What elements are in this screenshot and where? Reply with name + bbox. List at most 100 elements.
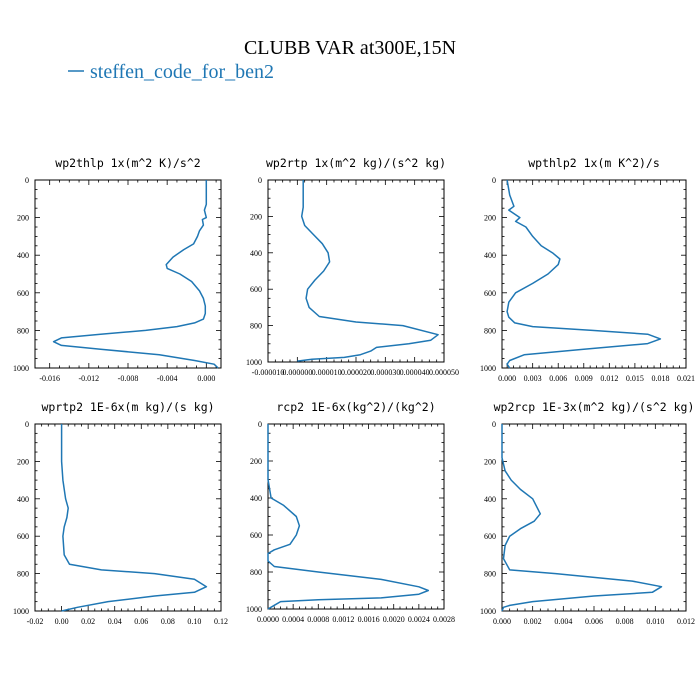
x-tick-label: 0.06 — [134, 617, 148, 626]
y-tick-label: 400 — [250, 494, 262, 503]
x-tick-label: 0.000000 — [282, 368, 312, 377]
x-tick-label: -0.004 — [157, 374, 178, 383]
plot-frame — [34, 179, 222, 369]
x-tick-label: 0.000020 — [341, 368, 371, 377]
y-tick-label: 600 — [17, 532, 29, 541]
panel-title: rcp2 1E-6x(kg^2)/(kg^2) — [276, 400, 435, 414]
x-tick-label: 0.0024 — [408, 615, 430, 624]
y-tick-label: 400 — [484, 495, 496, 504]
x-tick-label: 0.04 — [108, 617, 122, 626]
x-tick-label: 0.000030 — [370, 368, 400, 377]
x-tick-label: 0.018 — [651, 374, 669, 383]
x-tick-label: 0.0000 — [257, 615, 279, 624]
y-tick-label: 1000 — [480, 607, 496, 616]
panel-title: wprtp2 1E-6x(m kg)/(s kg) — [41, 400, 214, 414]
x-tick-label: 0.015 — [626, 374, 644, 383]
y-tick-label: 200 — [250, 212, 262, 221]
panel-title: wp2thlp 1x(m^2 K)/s^2 — [55, 156, 200, 170]
panel-1: wp2thlp 1x(m^2 K)/s^2 0 200 400 600 800 1000 -0… — [13, 156, 222, 383]
x-tick-label: 0.008 — [616, 617, 634, 626]
y-tick-label: 800 — [250, 322, 262, 331]
plot-frame — [34, 423, 222, 612]
x-tick-label: 0.003 — [524, 374, 542, 383]
y-tick-label: 1000 — [480, 364, 496, 373]
panels: wp2thlp 1x(m^2 K)/s^202004006008001000-0… — [13, 156, 695, 626]
x-tick-label: 0.0008 — [307, 615, 329, 624]
y-tick-label: 0 — [258, 420, 262, 429]
x-tick-label: 0.012 — [677, 617, 695, 626]
panel-title: wp2rcp 1E-3x(m^2 kg)/(s^2 kg) — [494, 400, 695, 414]
x-tick-label: 0.000050 — [429, 368, 459, 377]
y-tick-label: 200 — [484, 457, 496, 466]
y-tick-label: 600 — [484, 289, 496, 298]
x-tick-label: 0.0004 — [282, 615, 304, 624]
x-tick-label: -0.02 — [27, 617, 44, 626]
x-tick-label: 0.012 — [600, 374, 618, 383]
series-line — [52, 180, 219, 369]
legend: steffen_code_for_ben2 — [68, 61, 274, 83]
x-tick-label: 0.010 — [646, 617, 664, 626]
y-tick-label: 200 — [17, 214, 29, 223]
x-tick-label: -0.016 — [39, 374, 60, 383]
plot-frame — [267, 423, 445, 610]
y-tick-label: 1000 — [13, 364, 29, 373]
y-tick-label: 800 — [17, 326, 29, 335]
x-tick-label: 0.009 — [575, 374, 593, 383]
y-tick-label: 0 — [492, 176, 496, 185]
y-tick-label: 800 — [484, 570, 496, 579]
y-tick-label: 400 — [250, 249, 262, 258]
y-tick-label: 600 — [250, 531, 262, 540]
x-tick-label: 0.000040 — [400, 368, 430, 377]
x-tick-label: 0.004 — [554, 617, 572, 626]
y-tick-label: 400 — [17, 251, 29, 260]
x-tick-label: -0.008 — [118, 374, 139, 383]
y-tick-label: 800 — [250, 568, 262, 577]
panel-2: wp2rtp 1x(m^2 kg)/(s^2 kg) 0 200 400 600 800 1… — [246, 156, 459, 377]
y-tick-label: 200 — [17, 457, 29, 466]
x-tick-label: 0.08 — [161, 617, 175, 626]
y-tick-label: 600 — [250, 285, 262, 294]
y-tick-label: 0 — [25, 420, 29, 429]
y-tick-label: 0 — [258, 176, 262, 185]
y-tick-label: 600 — [17, 289, 29, 298]
x-tick-label: -0.012 — [79, 374, 100, 383]
series-line — [501, 424, 663, 612]
y-tick-label: 800 — [17, 570, 29, 579]
plot-frame — [267, 179, 445, 363]
x-tick-label: 0.0016 — [358, 615, 380, 624]
series-line — [60, 424, 208, 612]
x-tick-label: 0.12 — [214, 617, 228, 626]
x-tick-label: 0.02 — [81, 617, 95, 626]
x-tick-label: -0.000010 — [252, 368, 285, 377]
x-tick-label: 0.0020 — [383, 615, 405, 624]
panel-5: rcp2 1E-6x(kg^2)/(kg^2) 0 200 400 600 800 1000… — [246, 400, 455, 624]
x-tick-label: 0.10 — [187, 617, 201, 626]
y-tick-label: 400 — [17, 495, 29, 504]
panel-3: wpthlp2 1x(m K^2)/s020040060080010000.00… — [480, 156, 695, 383]
y-tick-label: 400 — [484, 251, 496, 260]
x-tick-label: 0.000 — [493, 617, 511, 626]
panel-4: wprtp2 1E-6x(m kg)/(s kg) 0 200 400 600 800 10… — [13, 400, 228, 626]
x-tick-label: 0.0012 — [332, 615, 354, 624]
x-tick-label: 0.000010 — [312, 368, 342, 377]
panel-6: wp2rcp 1E-3x(m^2 kg)/(s^2 kg) 0 200 400 600 8… — [480, 400, 695, 626]
y-tick-label: 800 — [484, 326, 496, 335]
x-tick-label: 0.000 — [498, 374, 516, 383]
x-tick-label: 0.006 — [549, 374, 567, 383]
panel-title: wp2rtp 1x(m^2 kg)/(s^2 kg) — [266, 156, 446, 170]
legend-label: steffen_code_for_ben2 — [90, 61, 274, 83]
y-tick-label: 1000 — [246, 358, 262, 367]
x-tick-label: 0.002 — [524, 617, 542, 626]
panel-title: wpthlp2 1x(m K^2)/s — [528, 156, 660, 170]
series-line — [506, 179, 662, 369]
series-line — [267, 424, 430, 610]
x-tick-label: 0.000 — [197, 374, 215, 383]
y-tick-label: 0 — [25, 176, 29, 185]
x-tick-label: 0.0028 — [433, 615, 455, 624]
x-tick-label: 0.006 — [585, 617, 603, 626]
y-tick-label: 200 — [250, 457, 262, 466]
figure-title: CLUBB VAR at300E,15N — [244, 37, 456, 59]
y-tick-label: 0 — [492, 420, 496, 429]
y-tick-label: 200 — [484, 214, 496, 223]
y-tick-label: 1000 — [13, 607, 29, 616]
